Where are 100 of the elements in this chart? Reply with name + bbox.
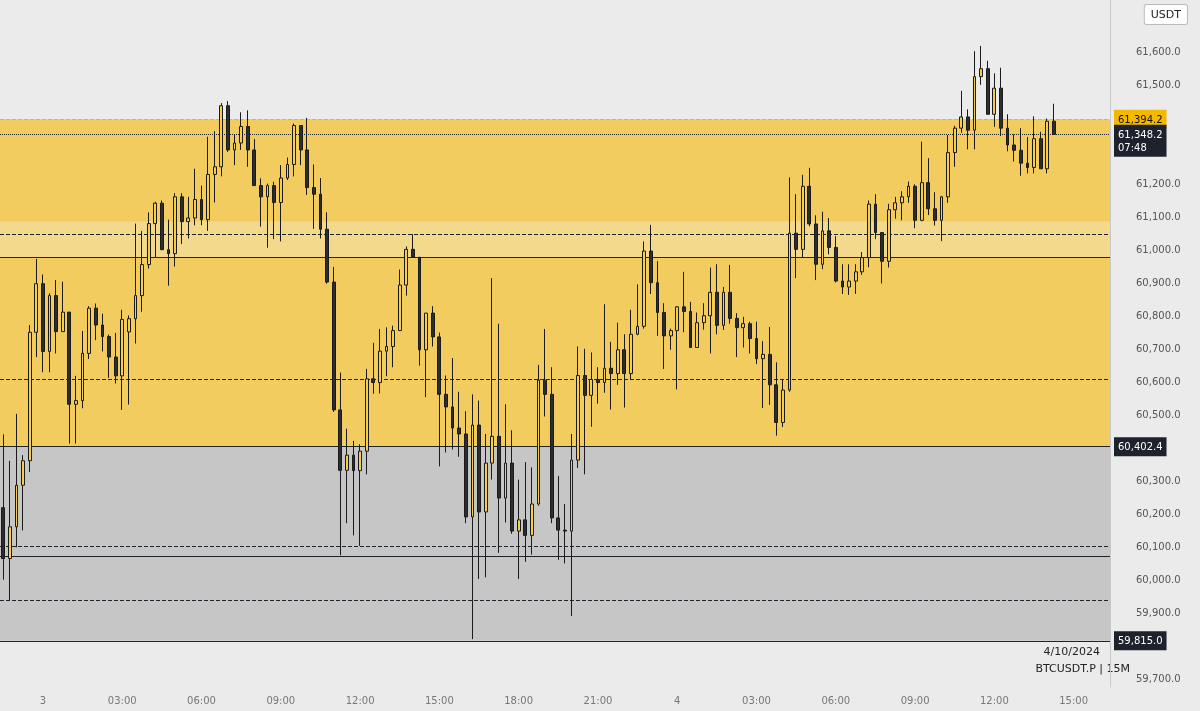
candlestick [34, 258, 38, 358]
candlestick [689, 301, 692, 348]
candlestick [814, 214, 818, 281]
candlestick [874, 193, 877, 240]
candlestick [847, 263, 851, 296]
candlestick [61, 281, 65, 333]
candlestick [801, 174, 805, 259]
candlestick [424, 312, 428, 398]
candlestick [74, 375, 78, 445]
candlestick [1039, 131, 1043, 170]
y-tick-label: 60,500.0 [1136, 409, 1181, 421]
candlestick [484, 433, 488, 578]
candlestick [101, 313, 104, 352]
candlestick [160, 199, 164, 251]
y-tick-label: 60,000.0 [1136, 574, 1181, 586]
candlestick [953, 125, 957, 168]
candlestick [999, 67, 1003, 137]
candlestick [167, 219, 170, 287]
candlestick [880, 232, 884, 284]
candlestick [920, 141, 924, 222]
candlestick [979, 45, 983, 86]
candlestick [616, 322, 620, 386]
candlestick [867, 199, 871, 268]
candlestick [662, 302, 666, 370]
candlestick [411, 233, 415, 258]
candlestick [299, 125, 303, 166]
ref-line-label: 59,815.0 [1118, 635, 1163, 647]
candlestick [272, 181, 276, 240]
candlestick [15, 413, 18, 548]
candlestick [67, 311, 71, 445]
y-tick-label: 60,200.0 [1136, 508, 1181, 520]
candlestick [735, 312, 739, 358]
candlestick [378, 328, 382, 394]
candlestick [319, 177, 322, 239]
candlestick [907, 181, 910, 204]
x-tick-label: 4 [674, 694, 681, 706]
candlestick [781, 379, 785, 428]
y-tick-label: 61,100.0 [1136, 210, 1181, 222]
text: USDT [1150, 8, 1182, 21]
y-tick-label: 59,700.0 [1136, 673, 1181, 685]
x-tick-label: 09:00 [900, 694, 930, 706]
candlestick [1, 433, 5, 581]
candlestick [1006, 113, 1009, 152]
x-tick-label: 06:00 [187, 694, 216, 706]
candlestick [219, 102, 223, 177]
candlestick [550, 366, 554, 524]
candlestick [761, 340, 765, 409]
x-tick-label: 03:00 [107, 694, 137, 706]
candlestick [794, 193, 798, 279]
candlestick [926, 157, 930, 216]
candlestick [834, 235, 838, 283]
candlestick [497, 323, 501, 554]
candlestick [94, 303, 98, 341]
candlestick [504, 403, 507, 524]
candlestick [8, 460, 12, 601]
candlestick [576, 345, 580, 469]
candlestick [239, 111, 243, 151]
candlestick [140, 230, 144, 313]
x-tick-label: 21:00 [583, 694, 613, 706]
candlestick [365, 368, 369, 475]
ref-line-label: 61,394.2 [1118, 113, 1163, 125]
candlestick [153, 201, 157, 258]
candlestick [21, 454, 25, 531]
candlestick [457, 391, 461, 458]
candlestick [821, 211, 824, 270]
candlestick [940, 195, 943, 242]
candlestick [702, 302, 706, 331]
candlestick [345, 428, 349, 524]
candlestick [490, 277, 494, 481]
candlestick [715, 263, 719, 335]
y-tick-label: 60,600.0 [1136, 375, 1181, 387]
candlestick [1045, 118, 1049, 174]
candlestick [841, 263, 844, 295]
candlestick [629, 309, 633, 380]
candlestick [649, 224, 653, 295]
x-tick-label: 03:00 [742, 694, 771, 706]
candlestick [246, 109, 250, 168]
candlestick [186, 196, 190, 239]
y-tick-label: 60,300.0 [1136, 475, 1181, 487]
candlestick [570, 433, 573, 617]
candlestick [510, 429, 514, 535]
candlestick [860, 251, 864, 276]
candlestick [728, 264, 732, 325]
candlestick [134, 223, 137, 344]
candlestick [523, 461, 527, 563]
x-tick-label: 12:00 [345, 694, 375, 706]
candlestick [120, 309, 124, 411]
y-tick-label: 61,500.0 [1136, 78, 1181, 90]
candlestick [748, 321, 752, 354]
candlestick [477, 400, 481, 580]
candlestick [358, 443, 362, 547]
candlestick [332, 266, 336, 413]
candlestick [708, 267, 712, 354]
candlestick [312, 163, 316, 230]
candlestick [292, 123, 296, 177]
candlestick [622, 333, 626, 409]
candlestick [913, 183, 917, 229]
ref-line-label: 60,402.4 [1118, 441, 1163, 453]
candlestick [259, 177, 263, 228]
x-tick-label: 06:00 [821, 694, 851, 706]
